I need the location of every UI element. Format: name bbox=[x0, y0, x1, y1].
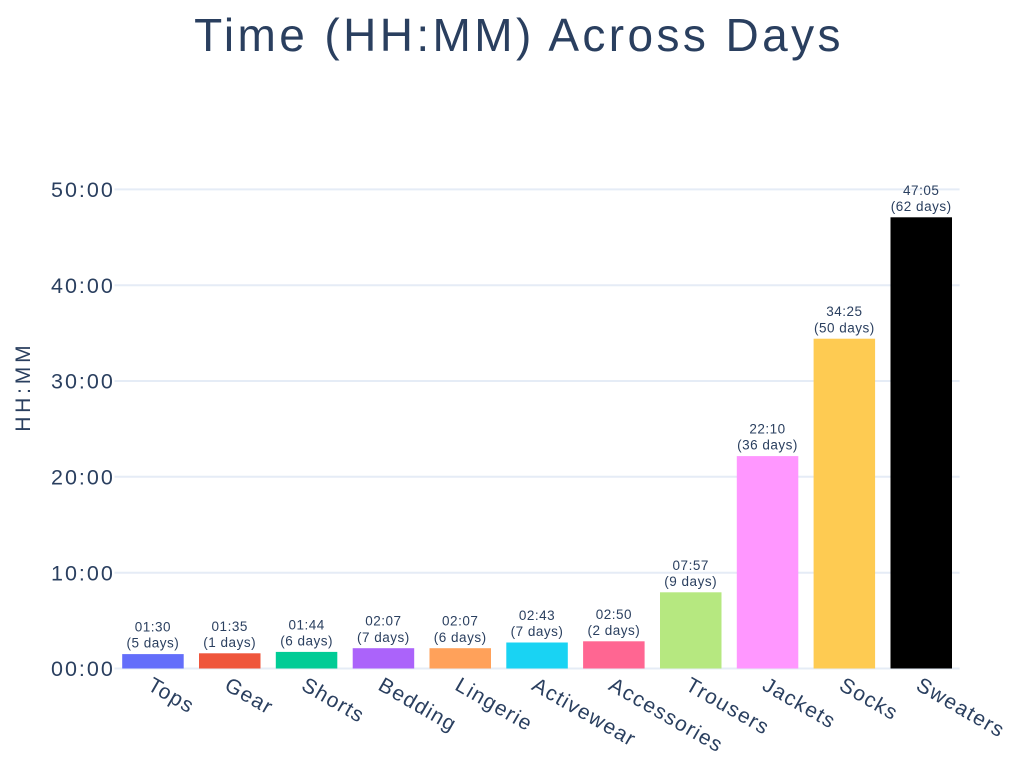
svg-text:(5 days): (5 days) bbox=[127, 636, 180, 651]
svg-text:(50 days): (50 days) bbox=[814, 320, 875, 335]
svg-text:30:00: 30:00 bbox=[51, 370, 115, 394]
svg-text:02:50: 02:50 bbox=[596, 607, 632, 622]
svg-text:Time (HH:MM) Across Days: Time (HH:MM) Across Days bbox=[194, 9, 844, 61]
svg-text:01:35: 01:35 bbox=[212, 619, 248, 634]
svg-text:(36 days): (36 days) bbox=[737, 438, 798, 453]
svg-text:(9 days): (9 days) bbox=[664, 574, 717, 589]
svg-text:20:00: 20:00 bbox=[51, 466, 115, 490]
svg-text:(7 days): (7 days) bbox=[511, 624, 564, 639]
svg-text:(6 days): (6 days) bbox=[434, 630, 487, 645]
svg-text:40:00: 40:00 bbox=[51, 274, 115, 298]
svg-text:47:05: 47:05 bbox=[903, 183, 939, 198]
svg-text:(1 days): (1 days) bbox=[203, 635, 256, 650]
svg-text:02:43: 02:43 bbox=[519, 608, 555, 623]
svg-text:(7 days): (7 days) bbox=[357, 630, 410, 645]
svg-text:22:10: 22:10 bbox=[749, 422, 785, 437]
svg-text:01:30: 01:30 bbox=[135, 620, 171, 635]
svg-text:01:44: 01:44 bbox=[288, 617, 324, 632]
svg-text:(2 days): (2 days) bbox=[588, 623, 641, 638]
svg-text:02:07: 02:07 bbox=[365, 614, 401, 629]
svg-text:(62 days): (62 days) bbox=[891, 199, 952, 214]
svg-text:(6 days): (6 days) bbox=[280, 634, 333, 649]
svg-text:34:25: 34:25 bbox=[826, 304, 862, 319]
svg-text:02:07: 02:07 bbox=[442, 614, 478, 629]
svg-text:00:00: 00:00 bbox=[51, 657, 115, 681]
svg-text:50:00: 50:00 bbox=[51, 178, 115, 202]
svg-text:10:00: 10:00 bbox=[51, 561, 115, 585]
svg-text:HH:MM: HH:MM bbox=[12, 342, 35, 432]
svg-text:07:57: 07:57 bbox=[673, 558, 709, 573]
